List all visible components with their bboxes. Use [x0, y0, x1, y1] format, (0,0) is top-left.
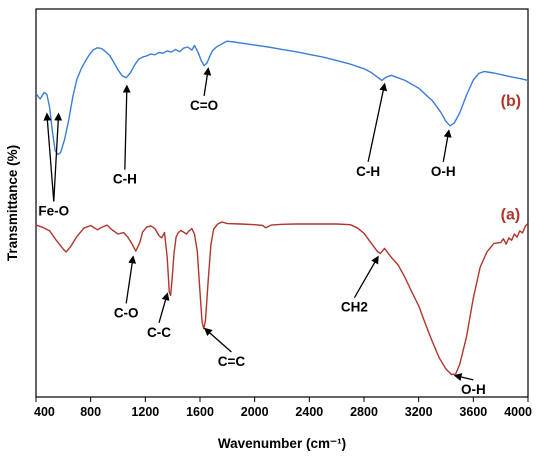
series-line-b — [35, 40, 529, 156]
annotation-arrow — [125, 255, 137, 304]
series-line-a — [35, 221, 529, 376]
series-layer — [35, 40, 529, 376]
y-axis-title: Transmittance (%) — [5, 145, 20, 261]
annotation-arrow — [43, 112, 55, 202]
annotation-label: C=O — [190, 98, 218, 113]
x-tick-label: 3200 — [405, 405, 433, 419]
annotation-label: C=C — [218, 354, 246, 369]
annotation-arrow — [53, 112, 63, 202]
x-tick-label: 2800 — [350, 405, 378, 419]
annotation-arrow — [203, 67, 212, 96]
x-axis: 400 800 1200 1600 2000 2400 2800 3200 3600 4000 — [34, 397, 532, 419]
series-tag-0: (b) — [501, 93, 521, 110]
annotation-label: C-H — [113, 172, 137, 187]
annotation-label: C-O — [114, 305, 139, 320]
series-tag-layer: (b) (a) — [501, 93, 521, 223]
plot-frame — [35, 8, 529, 398]
x-axis-title: Wavenumber (cm⁻¹) — [218, 436, 346, 451]
annotation-arrow — [353, 255, 379, 298]
annotation-label: O-H — [431, 164, 456, 179]
annotation-label: CH2 — [341, 300, 368, 315]
x-tick-label: 3600 — [459, 405, 487, 419]
annotation-arrow — [442, 129, 452, 162]
annotation-arrow — [158, 292, 170, 324]
annotation-layer: Fe-O C-H C=O C-H O-H C-O C-C C=C CH2 O-H — [38, 67, 486, 397]
x-tick-label: 2400 — [295, 405, 323, 419]
x-tick-label: 800 — [80, 405, 101, 419]
annotation-arrow — [453, 373, 474, 381]
x-tick-label: 1600 — [186, 405, 214, 419]
annotation-label: C-C — [147, 325, 171, 340]
x-tick-label: 1200 — [131, 405, 159, 419]
annotation-arrow — [367, 82, 388, 162]
annotation-label: C-H — [356, 164, 380, 179]
x-tick-label: 400 — [34, 405, 55, 419]
series-tag-1: (a) — [501, 206, 521, 223]
x-tick-label: 4000 — [504, 405, 532, 419]
annotation-label: Fe-O — [38, 203, 69, 218]
annotation-arrow — [122, 84, 131, 170]
annotation-arrow — [203, 327, 232, 353]
x-tick-label: 2000 — [241, 405, 269, 419]
annotation-label: O-H — [461, 382, 486, 397]
